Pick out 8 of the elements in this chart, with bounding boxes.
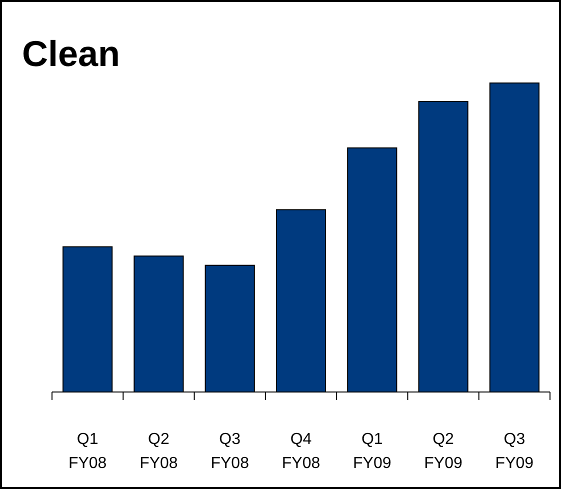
x-tick-label: Q3 FY08 bbox=[210, 431, 250, 472]
x-tick-label: Q2 FY08 bbox=[140, 431, 178, 472]
x-tick-label: Q2 FY09 bbox=[424, 431, 463, 472]
x-tick-label: Q4 FY08 bbox=[282, 431, 320, 472]
chart-title: Clean bbox=[22, 33, 120, 74]
x-tick-label: Q1 FY09 bbox=[353, 431, 392, 472]
x-tick-label: Q1 FY08 bbox=[68, 431, 107, 472]
x-tick-label: Q3 FY09 bbox=[495, 431, 534, 472]
